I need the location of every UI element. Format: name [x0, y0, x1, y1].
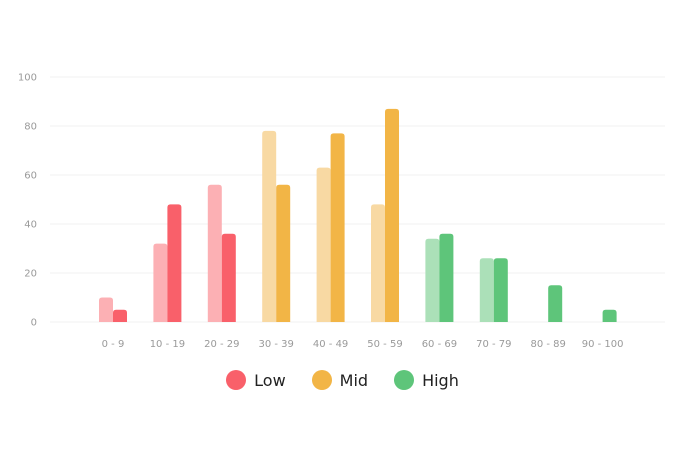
x-tick-label: 30 - 39: [258, 339, 293, 350]
x-tick-label: 60 - 69: [422, 339, 457, 350]
bar-dark: [439, 233, 454, 322]
x-tick-label: 70 - 79: [476, 339, 511, 350]
bar-dark: [602, 309, 617, 322]
legend-label-high: High: [422, 370, 459, 390]
bar-dark: [330, 133, 345, 322]
legend-swatch-mid: [311, 370, 332, 390]
x-tick-label: 0 - 9: [102, 339, 125, 350]
bar-dark: [493, 258, 508, 322]
x-tick-label: 90 - 100: [582, 339, 624, 350]
y-axis-ticks: 0 20 40 60 80 100: [18, 73, 37, 329]
y-tick-label: 80: [24, 122, 37, 133]
bar-dark: [113, 309, 127, 322]
bar-dark: [548, 285, 563, 322]
bar-light: [425, 238, 440, 322]
x-tick-label: 10 - 19: [150, 339, 185, 350]
legend: Low Mid High: [0, 370, 685, 390]
bar-light: [316, 167, 331, 322]
x-tick-label: 50 - 59: [367, 339, 402, 350]
legend-item-low[interactable]: Low: [226, 370, 286, 390]
bar-light: [207, 184, 222, 322]
x-tick-label: 40 - 49: [313, 339, 348, 350]
bars: [99, 108, 617, 322]
legend-swatch-low: [226, 370, 247, 390]
x-tick-label: 20 - 29: [204, 339, 239, 350]
bar-light: [262, 130, 277, 322]
legend-item-high[interactable]: High: [394, 370, 459, 390]
x-axis-ticks: 0 - 9 10 - 19 20 - 29 30 - 39 40 - 49 50 - 59…: [102, 339, 624, 350]
bar-dark: [221, 233, 236, 322]
bar-light: [153, 243, 168, 322]
legend-swatch-high: [394, 370, 415, 390]
y-tick-label: 0: [31, 318, 37, 329]
grid-lines: [50, 76, 665, 323]
bar-light: [99, 297, 113, 322]
legend-item-mid[interactable]: Mid: [311, 370, 369, 390]
bar-dark: [385, 108, 399, 322]
bar-light: [371, 204, 385, 322]
legend-label-mid: Mid: [339, 370, 369, 390]
legend-label-low: Low: [254, 370, 286, 390]
x-tick-label: 80 - 89: [530, 339, 565, 350]
y-tick-label: 20: [24, 269, 37, 280]
bar-light: [479, 258, 494, 322]
y-tick-label: 40: [24, 220, 37, 231]
y-tick-label: 100: [18, 73, 37, 84]
bar-dark: [276, 184, 291, 322]
bar-dark: [167, 204, 182, 322]
bar-chart: 0 20 40 60 80 100 0 - 9 10 - 19 20 - 29 30 - 39 4…: [18, 73, 665, 350]
y-tick-label: 60: [24, 171, 37, 182]
